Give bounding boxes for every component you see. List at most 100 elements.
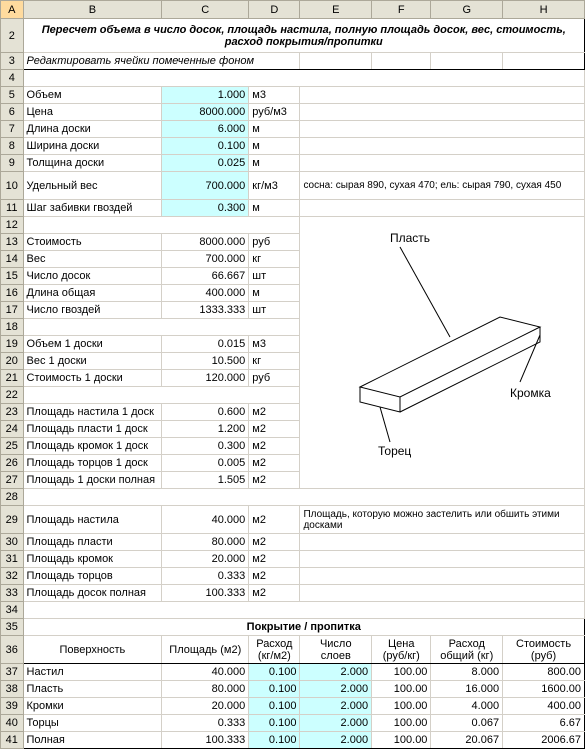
thk-input[interactable]: 0.025 bbox=[162, 155, 249, 172]
tbl-r1-3[interactable]: 2.000 bbox=[300, 664, 372, 681]
tbl-r2-5[interactable]: 16.000 bbox=[431, 681, 503, 698]
row-hdr-21[interactable]: 21 bbox=[1, 370, 24, 387]
tbl-r5-0[interactable]: Полная bbox=[23, 732, 162, 749]
tbl-r1-5[interactable]: 8.000 bbox=[431, 664, 503, 681]
w1-val[interactable]: 10.500 bbox=[162, 353, 249, 370]
an-val[interactable]: 40.000 bbox=[162, 506, 249, 534]
row-hdr-41[interactable]: 41 bbox=[1, 732, 24, 749]
row-hdr-8[interactable]: 8 bbox=[1, 138, 24, 155]
af1-val[interactable]: 1.505 bbox=[162, 472, 249, 489]
len-input[interactable]: 6.000 bbox=[162, 121, 249, 138]
v1-label[interactable]: Объем 1 доски bbox=[23, 336, 162, 353]
wt-unit[interactable]: кг bbox=[249, 251, 300, 268]
w1-label[interactable]: Вес 1 доски bbox=[23, 353, 162, 370]
col-hdr-A[interactable]: A bbox=[1, 1, 24, 19]
tbl-h-3[interactable]: Число слоев bbox=[300, 636, 372, 664]
tbl-r4-6[interactable]: 6.67 bbox=[503, 715, 585, 732]
tbl-title[interactable]: Покрытие / пропитка bbox=[23, 619, 584, 636]
tbl-r3-1[interactable]: 20.000 bbox=[162, 698, 249, 715]
cnt-unit[interactable]: шт bbox=[249, 268, 300, 285]
tbl-r1-6[interactable]: 800.00 bbox=[503, 664, 585, 681]
tbl-r3-3[interactable]: 2.000 bbox=[300, 698, 372, 715]
row-hdr-2[interactable]: 2 bbox=[1, 19, 24, 53]
tlen-val[interactable]: 400.000 bbox=[162, 285, 249, 302]
cnt-label[interactable]: Число досок bbox=[23, 268, 162, 285]
tbl-r5-4[interactable]: 100.00 bbox=[372, 732, 431, 749]
cost-val[interactable]: 8000.000 bbox=[162, 234, 249, 251]
tbl-r2-6[interactable]: 1600.00 bbox=[503, 681, 585, 698]
tbl-r3-0[interactable]: Кромки bbox=[23, 698, 162, 715]
tbl-r4-2[interactable]: 0.100 bbox=[249, 715, 300, 732]
col-hdr-E[interactable]: E bbox=[300, 1, 372, 19]
row-hdr-9[interactable]: 9 bbox=[1, 155, 24, 172]
row-hdr-30[interactable]: 30 bbox=[1, 534, 24, 551]
tbl-h-5[interactable]: Расход общий (кг) bbox=[431, 636, 503, 664]
tbl-r3-6[interactable]: 400.00 bbox=[503, 698, 585, 715]
tbl-r4-3[interactable]: 2.000 bbox=[300, 715, 372, 732]
price-label[interactable]: Цена bbox=[23, 104, 162, 121]
tbl-h-6[interactable]: Стоимость (руб) bbox=[503, 636, 585, 664]
af-val[interactable]: 100.333 bbox=[162, 585, 249, 602]
wt-label[interactable]: Вес bbox=[23, 251, 162, 268]
at-val[interactable]: 0.333 bbox=[162, 568, 249, 585]
tbl-r5-6[interactable]: 2006.67 bbox=[503, 732, 585, 749]
an1-val[interactable]: 0.600 bbox=[162, 404, 249, 421]
an-note[interactable]: Площадь, которую можно застелить или обш… bbox=[300, 506, 585, 534]
row-hdr-28[interactable]: 28 bbox=[1, 489, 24, 506]
ap-val[interactable]: 80.000 bbox=[162, 534, 249, 551]
c1-unit[interactable]: руб bbox=[249, 370, 300, 387]
ak1-val[interactable]: 0.300 bbox=[162, 438, 249, 455]
wid-label[interactable]: Ширина доски bbox=[23, 138, 162, 155]
tbl-r1-1[interactable]: 40.000 bbox=[162, 664, 249, 681]
ak1-label[interactable]: Площадь кромок 1 доск bbox=[23, 438, 162, 455]
price-unit[interactable]: руб/м3 bbox=[249, 104, 300, 121]
vol-input[interactable]: 1.000 bbox=[162, 87, 249, 104]
col-hdr-B[interactable]: B bbox=[23, 1, 162, 19]
row-hdr-26[interactable]: 26 bbox=[1, 455, 24, 472]
w1-unit[interactable]: кг bbox=[249, 353, 300, 370]
row-hdr-25[interactable]: 25 bbox=[1, 438, 24, 455]
cnt-val[interactable]: 66.667 bbox=[162, 268, 249, 285]
row-hdr-17[interactable]: 17 bbox=[1, 302, 24, 319]
col-hdr-G[interactable]: G bbox=[431, 1, 503, 19]
cost-unit[interactable]: руб bbox=[249, 234, 300, 251]
an-label[interactable]: Площадь настила bbox=[23, 506, 162, 534]
col-hdr-F[interactable]: F bbox=[372, 1, 431, 19]
an-unit[interactable]: м2 bbox=[249, 506, 300, 534]
row-hdr-19[interactable]: 19 bbox=[1, 336, 24, 353]
c1-label[interactable]: Стоимость 1 доски bbox=[23, 370, 162, 387]
step-label[interactable]: Шаг забивки гвоздей bbox=[23, 200, 162, 217]
tbl-r2-1[interactable]: 80.000 bbox=[162, 681, 249, 698]
at1-val[interactable]: 0.005 bbox=[162, 455, 249, 472]
step-unit[interactable]: м bbox=[249, 200, 300, 217]
row-hdr-27[interactable]: 27 bbox=[1, 472, 24, 489]
thk-unit[interactable]: м bbox=[249, 155, 300, 172]
ap-label[interactable]: Площадь пласти bbox=[23, 534, 162, 551]
ap-unit[interactable]: м2 bbox=[249, 534, 300, 551]
diagram-cell[interactable]: Пласть Кромка Торец bbox=[300, 217, 585, 489]
ak1-unit[interactable]: м2 bbox=[249, 438, 300, 455]
row-hdr-29[interactable]: 29 bbox=[1, 506, 24, 534]
row-hdr-4[interactable]: 4 bbox=[1, 70, 24, 87]
tbl-h-0[interactable]: Поверхность bbox=[23, 636, 162, 664]
at-unit[interactable]: м2 bbox=[249, 568, 300, 585]
at-label[interactable]: Площадь торцов bbox=[23, 568, 162, 585]
tbl-r4-0[interactable]: Торцы bbox=[23, 715, 162, 732]
len-label[interactable]: Длина доски bbox=[23, 121, 162, 138]
row-hdr-15[interactable]: 15 bbox=[1, 268, 24, 285]
tbl-r4-5[interactable]: 0.067 bbox=[431, 715, 503, 732]
tbl-r3-2[interactable]: 0.100 bbox=[249, 698, 300, 715]
ud-input[interactable]: 700.000 bbox=[162, 172, 249, 200]
row-hdr-20[interactable]: 20 bbox=[1, 353, 24, 370]
row-hdr-3[interactable]: 3 bbox=[1, 53, 24, 70]
af-label[interactable]: Площадь досок полная bbox=[23, 585, 162, 602]
row-hdr-22[interactable]: 22 bbox=[1, 387, 24, 404]
row-hdr-38[interactable]: 38 bbox=[1, 681, 24, 698]
tbl-r4-4[interactable]: 100.00 bbox=[372, 715, 431, 732]
an1-label[interactable]: Площадь настила 1 доск bbox=[23, 404, 162, 421]
nails-label[interactable]: Число гвоздей bbox=[23, 302, 162, 319]
ap1-label[interactable]: Площадь пласти 1 доск bbox=[23, 421, 162, 438]
col-hdr-H[interactable]: H bbox=[503, 1, 585, 19]
an1-unit[interactable]: м2 bbox=[249, 404, 300, 421]
tbl-r2-4[interactable]: 100.00 bbox=[372, 681, 431, 698]
